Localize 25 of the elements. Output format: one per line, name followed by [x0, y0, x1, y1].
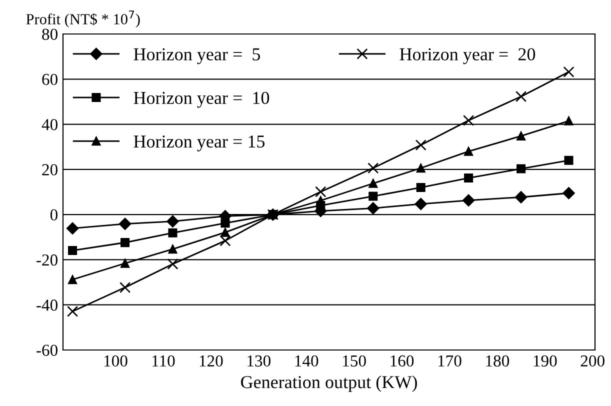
y-tick-label: -40 [36, 300, 58, 311]
x-tick-label: 120 [200, 355, 223, 367]
x-tick-label: 170 [438, 355, 462, 367]
legend-label: Horizon year = 20 [400, 48, 536, 64]
y-tick-label: 60 [42, 74, 58, 86]
x-tick-label: 190 [534, 355, 557, 367]
y-tick-label: 0 [50, 209, 58, 221]
y-tick-label: 40 [42, 118, 58, 130]
x-tick-label: 100 [104, 355, 128, 367]
y-tick-label: -60 [36, 344, 58, 356]
x-tick-label: 200 [580, 355, 604, 367]
y-axis-title: Profit (NT$ * 10$^{7}$) [26, 10, 140, 28]
x-tick-label: 180 [486, 355, 510, 367]
y-tick-label: 80 [42, 28, 58, 40]
x-tick-label: 130 [248, 355, 270, 367]
y-tick-label: 20 [42, 164, 58, 176]
x-tick-label: 150 [343, 355, 366, 367]
legend-label: Horizon year = 5 [134, 48, 260, 64]
x-tick-label: 160 [390, 355, 414, 367]
y-tick-label: -20 [36, 254, 58, 266]
x-axis-title: Generation output (KW) [240, 376, 417, 392]
legend-label: Horizon year = 15 [134, 136, 265, 152]
x-tick-label: 140 [295, 355, 318, 367]
legend-label: Horizon year = 10 [134, 92, 270, 108]
x-tick-label: 110 [152, 355, 175, 367]
